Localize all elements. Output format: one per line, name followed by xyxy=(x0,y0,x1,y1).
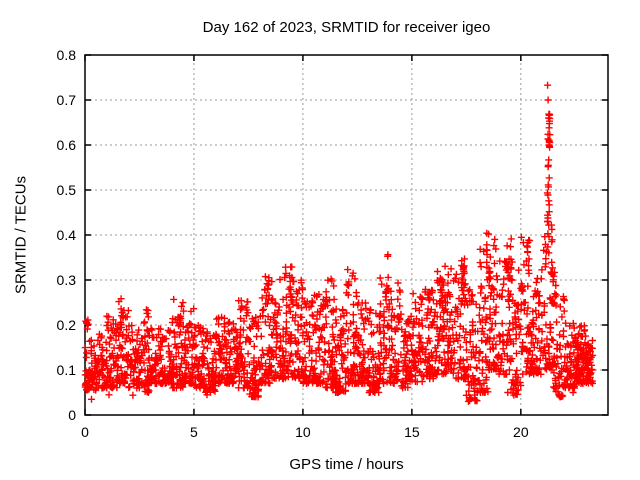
x-axis-title: GPS time / hours xyxy=(289,456,404,473)
y-tick-label: 0.6 xyxy=(57,137,77,153)
y-tick-label: 0.2 xyxy=(57,317,77,333)
y-tick-label: 0.4 xyxy=(57,227,77,243)
x-tick-label: 20 xyxy=(513,424,529,440)
x-tick-label: 15 xyxy=(404,424,420,440)
y-tick-label: 0.3 xyxy=(57,272,77,288)
data-points xyxy=(81,81,597,405)
y-tick-label: 0.8 xyxy=(57,47,77,63)
x-tick-label: 10 xyxy=(295,424,311,440)
y-tick-label: 0 xyxy=(68,407,76,423)
y-tick-label: 0.7 xyxy=(57,92,77,108)
chart-title: Day 162 of 2023, SRMTID for receiver ige… xyxy=(202,19,491,36)
y-tick-label: 0.1 xyxy=(57,362,77,378)
x-tick-label: 5 xyxy=(190,424,198,440)
x-tick-label: 0 xyxy=(81,424,89,440)
plot-border xyxy=(84,54,609,416)
y-tick-label: 0.5 xyxy=(57,182,77,198)
